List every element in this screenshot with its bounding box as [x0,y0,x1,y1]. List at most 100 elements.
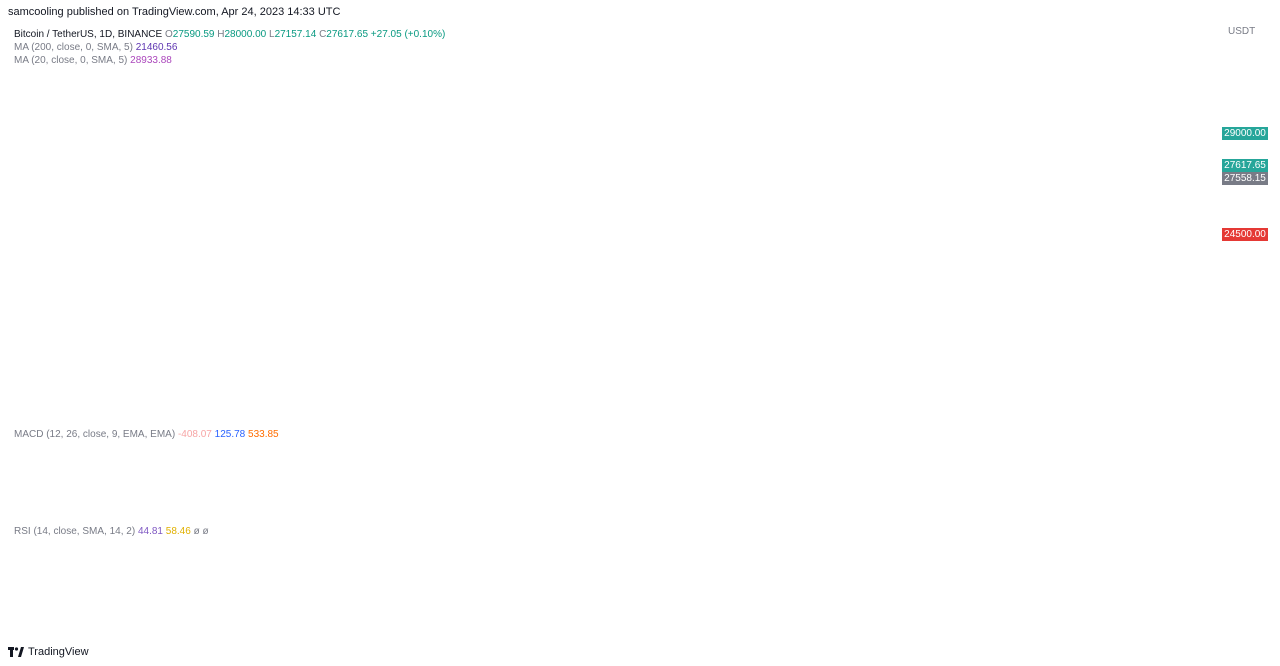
candle-body [314,243,322,246]
x-tick-label: 27 [647,624,659,635]
candle-body [176,276,184,284]
rsi-extra: ø ø [193,526,209,537]
ma200-row: MA (200, close, 0, SMA, 5) 21460.56 [14,41,445,54]
macd-histogram-bar [835,484,846,492]
footer-brand: TradingView [28,646,89,658]
candle-body [679,125,687,138]
x-tick-label: 6 [443,624,449,635]
macd-histogram-bar [588,469,599,492]
macd-histogram-bar [125,491,136,505]
macd-histogram-bar [401,491,412,501]
close-label: C [319,29,327,40]
candle-body [343,243,351,246]
macd-histogram-bar [381,491,392,501]
us-flag-event-icon[interactable] [960,403,976,419]
candle-body [767,97,775,131]
macd-histogram-bar [450,491,461,505]
macd-histogram-bar [914,491,925,506]
candle-body [304,243,312,251]
x-tick-label: Feb [112,624,130,635]
axes: 32000.0030000.0028000.0026000.0024000.00… [26,39,1270,635]
candle-body [225,212,233,225]
rsi-line [0,533,930,612]
macd-histogram-bar [96,491,106,499]
macd-histogram-bar [687,491,698,494]
candle-body [669,128,677,138]
event-icons [921,403,976,419]
macd-histogram-bar [342,491,353,497]
target-price-tag: 29000.00 [1222,127,1268,140]
macd-histogram-bar [46,489,57,492]
candle-body [629,140,637,155]
macd-histogram-bar [214,491,225,498]
macd-histogram-bar [234,491,244,493]
candle-body [245,217,253,228]
candle-body [807,78,815,82]
macd-histogram-bar [756,491,767,498]
rsi-tick-label: 40.00 [1228,588,1253,599]
macd-histogram-bar [76,491,87,494]
macd-histogram-bar [894,491,905,500]
ma20-line [0,108,930,305]
macd-histogram-bar [579,466,589,492]
macd-histogram-bar [657,489,668,492]
change-value: +27.05 (+0.10%) [370,29,446,40]
macd-histogram-bar [243,490,254,492]
candle-body [442,311,450,322]
high-label: H [217,29,225,40]
us-flag-event-icon[interactable] [949,403,965,419]
x-tick-label: 17 [854,624,866,635]
x-tick-label: 13 [233,624,245,635]
macd-histogram-bar [933,491,944,510]
macd-histogram-bar [480,491,491,496]
candle-body [866,104,874,119]
macd-histogram-bar [618,478,629,492]
candle-body [915,147,923,149]
us-flag-event-icon[interactable] [938,403,954,419]
candle-body [432,318,440,322]
macd-histogram-bar [510,475,520,492]
macd-histogram-bar [27,487,37,492]
candle-body [353,243,361,270]
candle-body [600,142,608,150]
lightning-event-icon[interactable] [921,403,937,419]
macd-histogram-bar [303,489,313,492]
macd-histogram-bar [500,479,511,492]
candle-body [235,212,243,218]
macd-histogram-bar [874,491,885,492]
y-tick-label: 18000.00 [1228,368,1270,379]
macd-legend: MACD (12, 26, close, 9, EMA, EMA) -408.0… [14,429,279,440]
macd-signal-value: 533.85 [248,429,279,440]
candle-body [688,125,696,133]
ma200-label: MA (200, close, 0, SMA, 5) [14,42,133,53]
macd-tick-label: 1000.00 [1228,442,1265,453]
macd-histogram-bar [36,488,47,492]
stop-price-tag: 24500.00 [1222,228,1268,241]
x-tick-label: Mar [388,624,406,635]
macd-histogram-bar [293,487,304,492]
candle-body [560,132,568,155]
candle-body [196,224,204,275]
macd-histogram-bar [362,491,373,499]
x-tick-label: May [989,624,1008,635]
rsi-value: 44.81 [137,526,163,537]
macd-histogram-bar [904,491,915,503]
macd-histogram-bar [145,491,156,508]
macd-histogram-bar [667,491,678,492]
candle-body [511,149,519,211]
candle-body [787,83,795,86]
candle-body [738,137,746,143]
macd-histogram-bar [391,491,402,501]
macd-signal-line [0,431,940,495]
macd-histogram-bar [707,491,718,496]
macd-histogram-bar [263,486,274,492]
macd-hist-value: -408.07 [177,429,212,440]
candle-body [67,243,75,249]
macd-histogram-bar [174,491,185,506]
candle-body [550,132,558,143]
candle-body [462,278,470,315]
trend-lines [7,16,1219,394]
macd-histogram-bar [608,475,619,492]
candle-body [265,210,273,225]
